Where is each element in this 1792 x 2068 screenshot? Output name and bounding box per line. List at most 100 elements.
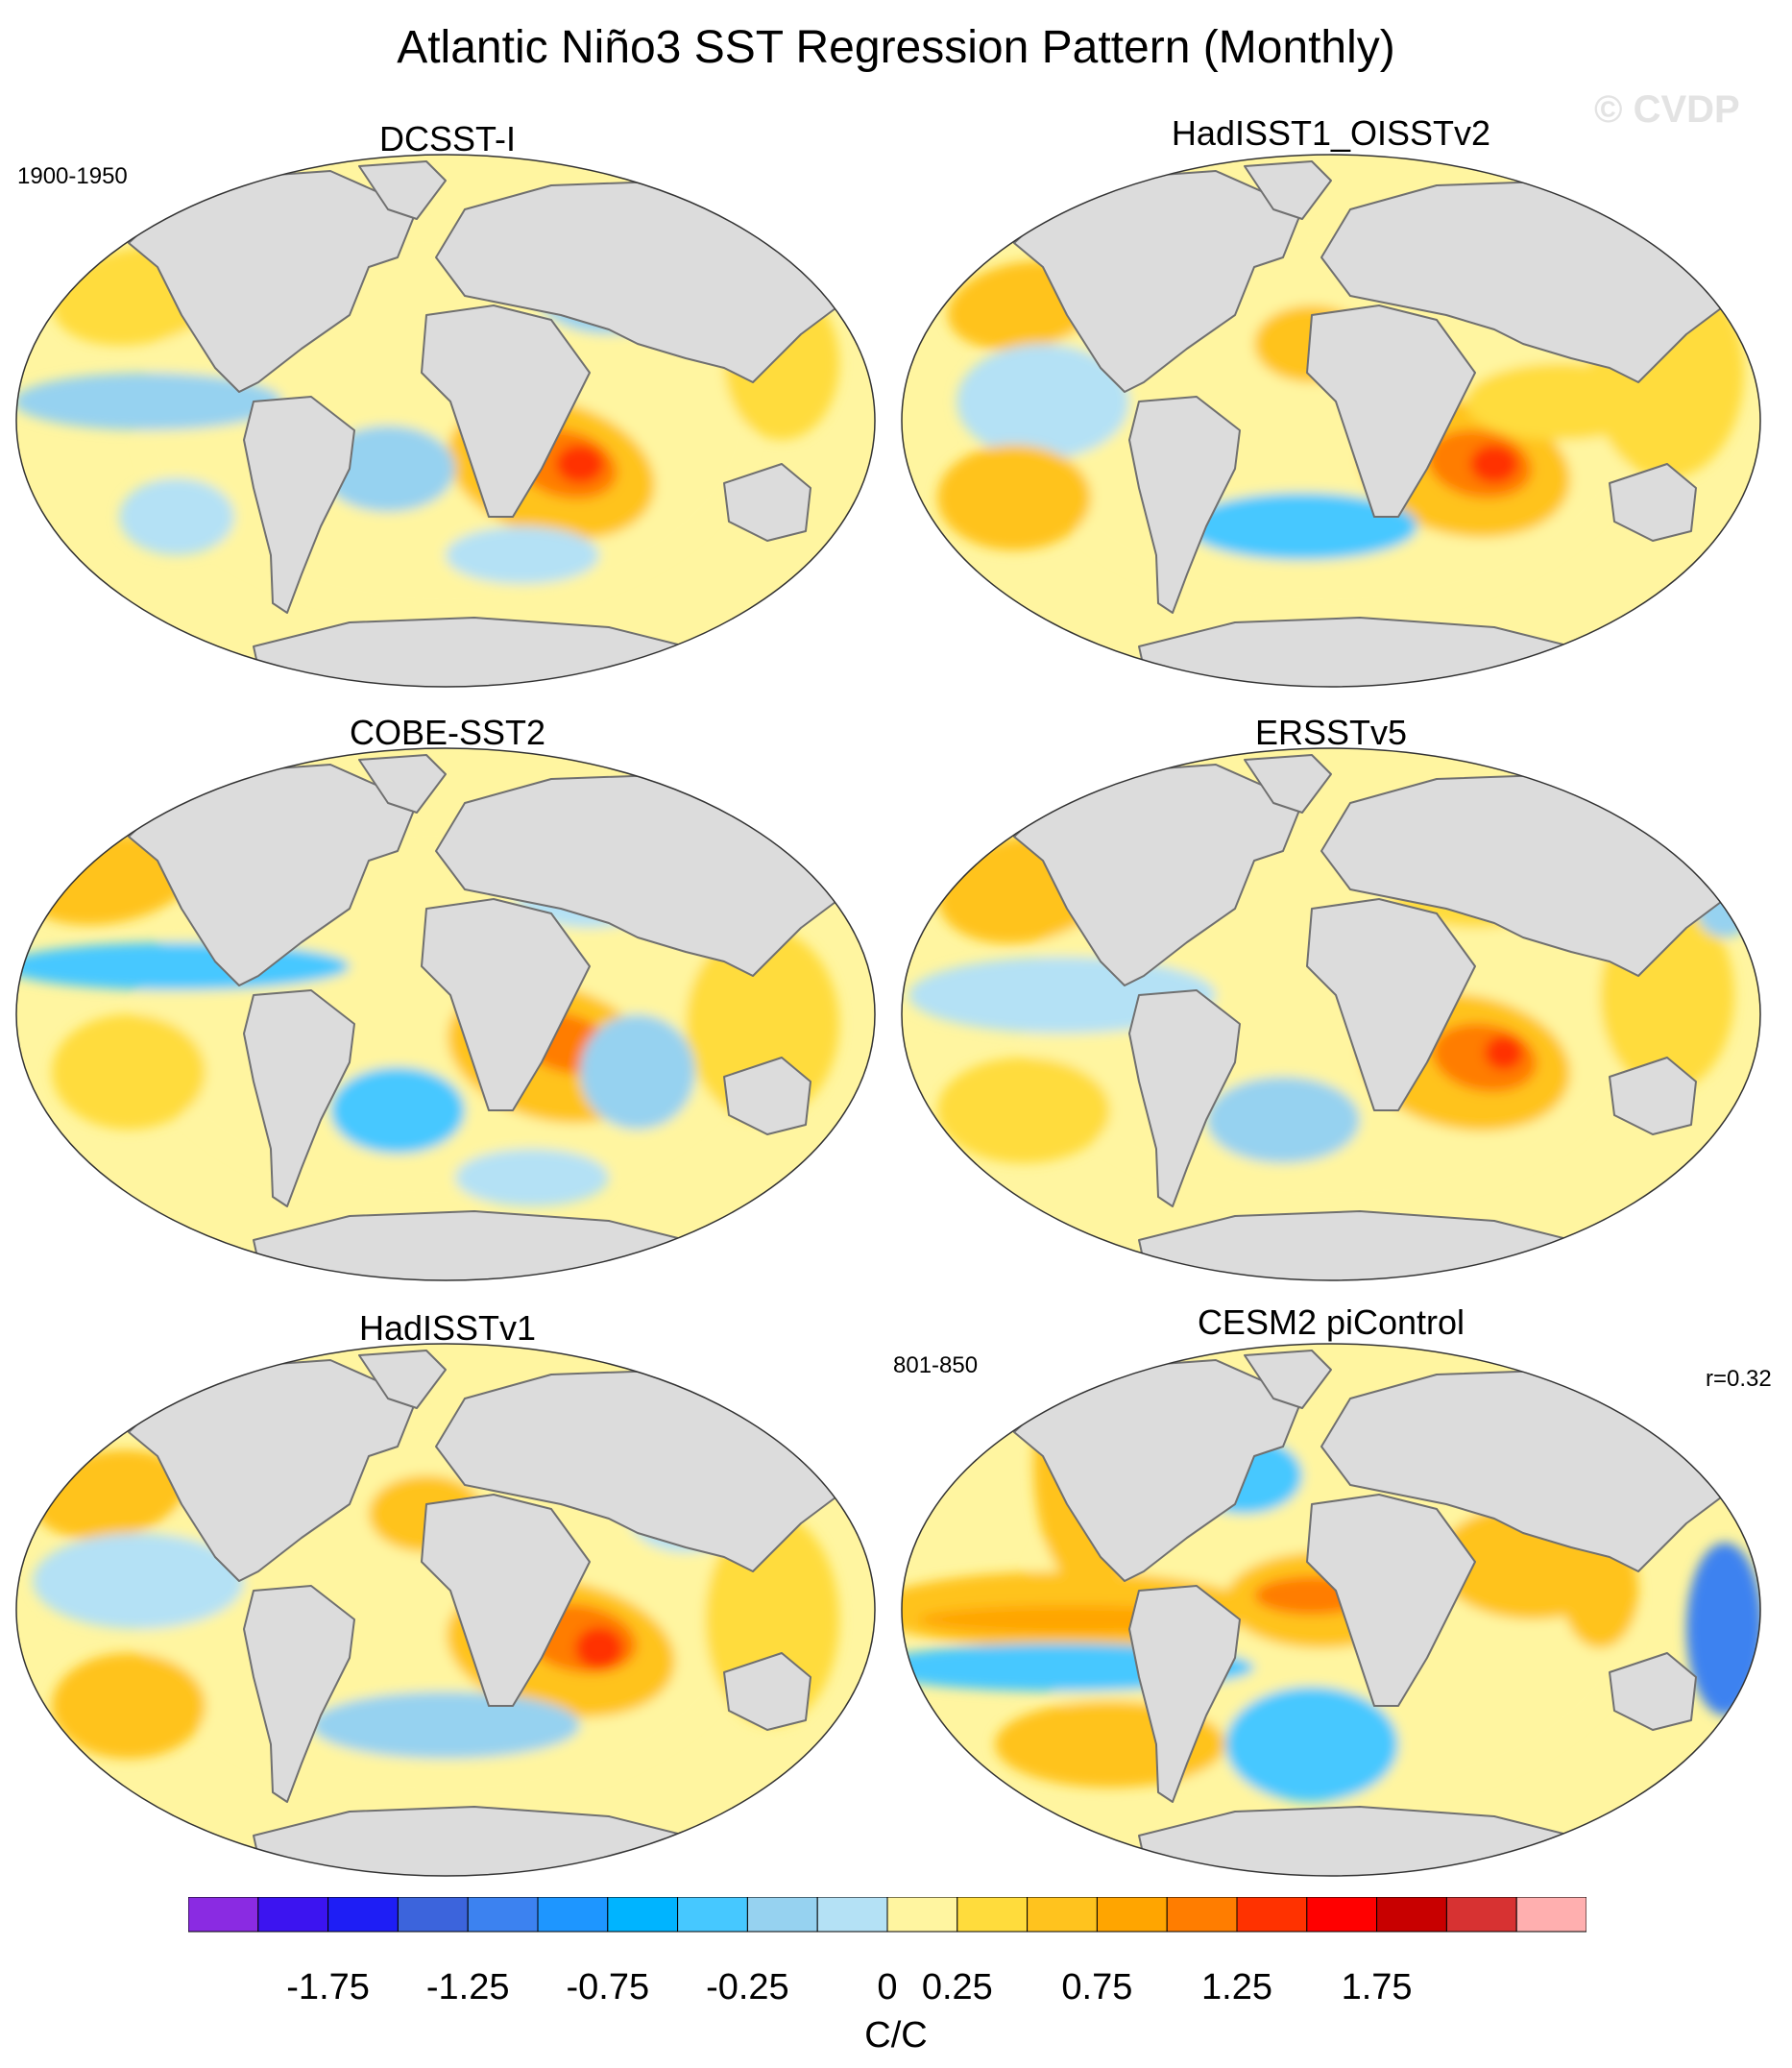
map-border [15, 154, 876, 688]
colorbar [188, 1897, 1586, 1933]
colorbar-swatch [327, 1897, 399, 1933]
map-border [901, 154, 1761, 688]
panel-title-1: DCSST-I [378, 119, 516, 158]
map-border [901, 1343, 1761, 1877]
colorbar-swatch [746, 1897, 818, 1933]
colorbar-swatch [1376, 1897, 1447, 1933]
sst-anomaly-region [455, 1149, 609, 1206]
sst-anomaly-region [1187, 493, 1417, 560]
land-africa [421, 1494, 591, 1707]
land-australia [723, 1652, 811, 1731]
land-southAmerica [1128, 396, 1241, 614]
land-africa [1306, 304, 1476, 518]
colorbar-tick-label: -1.25 [425, 1967, 510, 2007]
land-southAmerica [1128, 1585, 1241, 1803]
sst-anomaly-region [33, 1533, 244, 1629]
panel-title-2: HadISST1_OISSTv2 [1171, 113, 1491, 153]
land-africa [1306, 1494, 1476, 1707]
sst-anomaly-region [16, 942, 350, 990]
sst-anomaly-region [1206, 1077, 1360, 1163]
land-southAmerica [1128, 989, 1241, 1207]
map-panel-4 [901, 747, 1761, 1281]
watermark: © CVDP [1594, 88, 1740, 131]
land-australia [723, 1057, 811, 1135]
land-greenland [358, 754, 447, 814]
colorbar-tick-label: 0.75 [1061, 1967, 1133, 2007]
sst-anomaly-region [937, 445, 1091, 550]
map-panel-5 [15, 1343, 876, 1877]
panel-title-3: COBE-SST2 [349, 713, 546, 752]
sst-anomaly-region [446, 526, 599, 584]
colorbar-units: C/C [864, 2015, 928, 2056]
colorbar-swatch [1166, 1897, 1238, 1933]
sst-anomaly-region [937, 1058, 1110, 1163]
map-border [15, 747, 876, 1281]
sst-anomaly-region [16, 373, 282, 430]
map-border [15, 1343, 876, 1877]
land-southAmerica [243, 989, 355, 1207]
land-africa [421, 304, 591, 518]
sst-anomaly-region [321, 426, 455, 512]
sst-anomaly-region [52, 1653, 206, 1759]
land-australia [1609, 463, 1697, 542]
colorbar-swatch [397, 1897, 469, 1933]
colorbar-swatch [1306, 1897, 1378, 1933]
colorbar-tick-label: -0.25 [706, 1967, 789, 2007]
colorbar-tick-label: 1.25 [1201, 1967, 1272, 2007]
map-panel-1 [15, 154, 876, 688]
figure-title: Atlantic Niño3 SST Regression Pattern (M… [397, 22, 1395, 73]
sst-anomaly-region [1465, 363, 1658, 440]
colorbar-swatch [607, 1897, 679, 1933]
period-label-1: 1900-1950 [17, 163, 128, 189]
land-southAmerica [243, 396, 355, 614]
correlation-label-6: r=0.32 [1706, 1366, 1772, 1392]
map-panel-6 [901, 1343, 1761, 1877]
land-africa [421, 898, 591, 1111]
land-greenland [358, 160, 447, 220]
sst-anomaly-region [556, 445, 604, 483]
panel-title-5: HadISSTv1 [358, 1308, 537, 1348]
land-australia [723, 463, 811, 542]
land-greenland [1244, 754, 1332, 814]
sst-anomaly-region [1485, 1035, 1523, 1070]
sst-anomaly-region [957, 344, 1129, 459]
colorbar-tick-label: -0.75 [566, 1967, 650, 2007]
map-border [901, 747, 1761, 1281]
map-panel-3 [15, 747, 876, 1281]
sst-anomaly-region [330, 1067, 465, 1154]
colorbar-swatch [1445, 1897, 1517, 1933]
panel-title-6: CESM2 piControl [1197, 1302, 1465, 1342]
colorbar-tick-label: 1.75 [1341, 1967, 1413, 2007]
sst-anomaly-region [311, 1691, 580, 1759]
sst-anomaly-region [580, 1014, 695, 1130]
colorbar-swatch [1236, 1897, 1308, 1933]
colorbar-swatch [1096, 1897, 1168, 1933]
land-southAmerica [243, 1585, 355, 1803]
colorbar-tick-label: 0 [877, 1967, 898, 2007]
colorbar-swatch [677, 1897, 748, 1933]
colorbar-swatch [467, 1897, 539, 1933]
map-panel-2 [901, 154, 1761, 688]
land-australia [1609, 1652, 1697, 1731]
sst-anomaly-region [1470, 445, 1518, 483]
colorbar-swatch [537, 1897, 609, 1933]
colorbar-tick-label: 0.25 [921, 1967, 993, 2007]
land-australia [1609, 1057, 1697, 1135]
land-africa [1306, 898, 1476, 1111]
colorbar-swatch [816, 1897, 888, 1933]
sst-anomaly-region [52, 1014, 206, 1130]
colorbar-swatch [188, 1897, 259, 1933]
sst-anomaly-region [1686, 1543, 1760, 1715]
land-greenland [358, 1350, 447, 1409]
land-greenland [1244, 160, 1332, 220]
sst-anomaly-region [1225, 1687, 1398, 1802]
colorbar-swatch [957, 1897, 1029, 1933]
panel-title-4: ERSSTv5 [1254, 713, 1408, 752]
colorbar-swatch [1515, 1897, 1586, 1933]
colorbar-swatch [886, 1897, 958, 1933]
colorbar-tick-label: -1.75 [286, 1967, 370, 2007]
land-greenland [1244, 1350, 1332, 1409]
sst-anomaly-region [686, 928, 839, 1120]
colorbar-swatch [1027, 1897, 1098, 1933]
colorbar-swatch [257, 1897, 329, 1933]
